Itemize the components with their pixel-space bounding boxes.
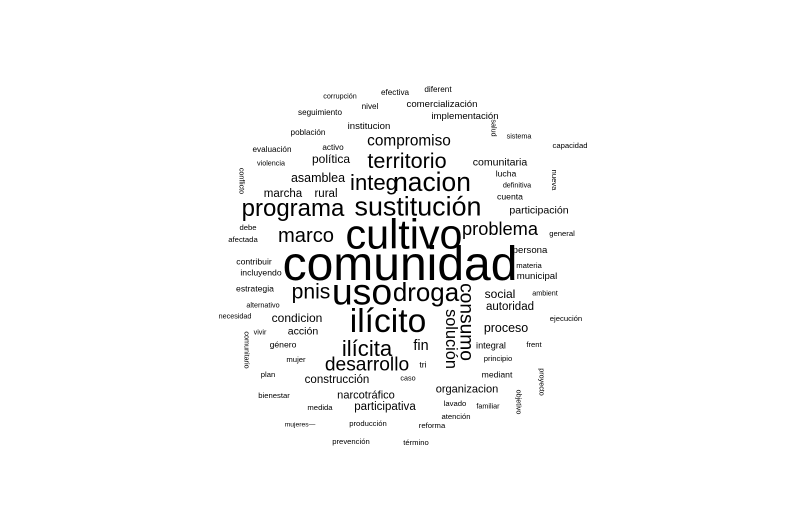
word: afectada bbox=[228, 235, 258, 245]
word: diferent bbox=[424, 84, 452, 94]
word: social bbox=[484, 287, 516, 301]
word: droga bbox=[392, 279, 460, 308]
word: comunitaria bbox=[472, 156, 528, 169]
word: nueva bbox=[549, 169, 559, 191]
word: persona bbox=[512, 245, 548, 257]
word: seguimiento bbox=[298, 107, 342, 117]
word: lavado bbox=[443, 399, 467, 409]
word: rural bbox=[314, 188, 338, 201]
word: comunidad bbox=[282, 238, 518, 291]
word: mediant bbox=[481, 369, 513, 380]
word: territorio bbox=[367, 148, 447, 174]
word: plan bbox=[260, 370, 276, 380]
word: conflicto bbox=[237, 167, 247, 195]
word: sistema bbox=[506, 131, 532, 141]
word: bienestar bbox=[258, 391, 290, 401]
word: definitiva bbox=[502, 180, 532, 190]
word: cultivo bbox=[345, 211, 463, 258]
word: autoridad bbox=[485, 301, 535, 314]
word: comercialización bbox=[406, 99, 478, 111]
word: ejecución bbox=[549, 314, 583, 324]
word: fin bbox=[413, 337, 429, 354]
word: población bbox=[290, 127, 326, 137]
word: lucha bbox=[495, 168, 517, 179]
word: frent bbox=[526, 340, 542, 350]
word: nivel bbox=[361, 101, 379, 111]
word: vivir bbox=[253, 327, 267, 337]
word: reforma bbox=[418, 421, 446, 431]
word: familiar bbox=[476, 401, 500, 411]
word: ilícito bbox=[349, 303, 427, 341]
word: participación bbox=[509, 204, 569, 217]
word: objetivo bbox=[514, 389, 524, 415]
word: debe bbox=[239, 223, 257, 233]
word: tri bbox=[419, 359, 427, 370]
word: narcotráfico bbox=[337, 389, 395, 402]
word: prevención bbox=[332, 437, 370, 447]
word: implementación bbox=[431, 111, 499, 123]
word: participativa bbox=[354, 401, 416, 414]
word: estrategia bbox=[236, 283, 274, 294]
word: mujer bbox=[286, 355, 306, 365]
word: ilícita bbox=[341, 335, 393, 361]
word: desarrollo bbox=[324, 354, 410, 376]
word: pnis bbox=[291, 280, 331, 304]
word: organizacion bbox=[435, 383, 499, 396]
word: violencia bbox=[257, 158, 285, 168]
word: asamblea bbox=[290, 170, 346, 185]
word: principio bbox=[483, 354, 513, 364]
word: alternativo bbox=[246, 300, 280, 310]
word: política bbox=[311, 152, 351, 166]
word: solución bbox=[442, 309, 461, 369]
word: caso bbox=[400, 373, 416, 383]
word: sustitución bbox=[354, 191, 482, 222]
word: comunitario bbox=[242, 331, 252, 369]
word: contribuir bbox=[236, 256, 272, 267]
word: término bbox=[403, 438, 429, 448]
word: ambient bbox=[532, 288, 558, 298]
word: atención bbox=[441, 412, 471, 422]
word: corrupción bbox=[323, 91, 357, 101]
word: evaluación bbox=[252, 144, 292, 154]
word: incluyendo bbox=[240, 267, 282, 278]
word: medida bbox=[307, 403, 333, 413]
word: mujeres— bbox=[284, 421, 316, 429]
word: proyecto bbox=[537, 368, 547, 396]
word: capacidad bbox=[552, 141, 588, 151]
word: materia bbox=[516, 261, 542, 271]
word: marco bbox=[277, 224, 335, 247]
word: integ bbox=[350, 169, 398, 195]
word: integral bbox=[476, 340, 506, 351]
word: municipal bbox=[516, 271, 558, 283]
word: programa bbox=[241, 195, 345, 222]
word: general bbox=[549, 229, 575, 239]
word: salud bbox=[489, 119, 499, 137]
word: cuenta bbox=[497, 191, 523, 202]
word: problema bbox=[461, 217, 539, 239]
word: acción bbox=[287, 325, 319, 338]
word: proceso bbox=[483, 320, 529, 335]
word: compromiso bbox=[367, 132, 451, 150]
word: necesidad bbox=[218, 311, 252, 321]
word: producción bbox=[349, 419, 387, 429]
word: marcha bbox=[263, 188, 303, 201]
word: construcción bbox=[304, 374, 370, 387]
word: efectiva bbox=[380, 87, 410, 97]
word: nacion bbox=[393, 166, 471, 197]
word: institucion bbox=[347, 121, 391, 133]
word: activo bbox=[322, 142, 344, 152]
word: uso bbox=[331, 270, 393, 313]
word: condicion bbox=[271, 311, 323, 325]
word: género bbox=[269, 339, 297, 350]
